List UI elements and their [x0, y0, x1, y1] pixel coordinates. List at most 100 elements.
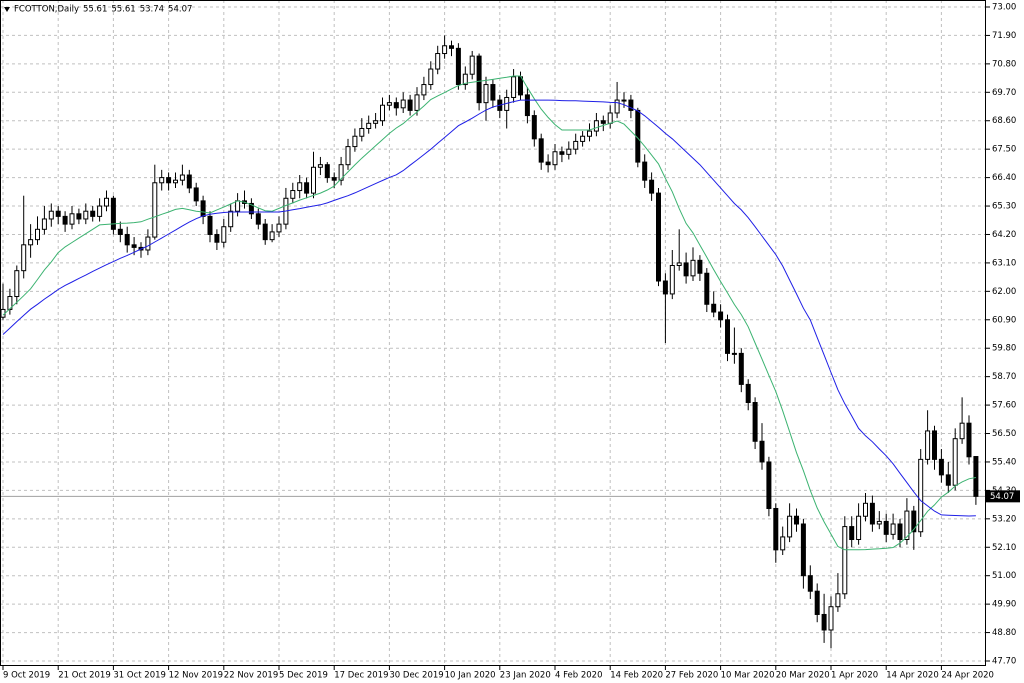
candle-body: [911, 510, 917, 533]
x-tick-label: 10 Jan 2020: [445, 671, 496, 681]
y-tick-label: 60.90: [992, 315, 1016, 325]
y-tick-label: 66.40: [992, 173, 1016, 183]
candle-body: [856, 515, 862, 541]
candle-body: [718, 311, 724, 321]
candle-body: [607, 112, 613, 124]
candle-body: [869, 502, 875, 525]
candle-body: [462, 73, 468, 86]
candle-body: [62, 215, 68, 225]
candle-body: [828, 606, 834, 631]
candle-body: [531, 115, 537, 140]
candle-body: [193, 187, 199, 202]
candle-body: [207, 215, 213, 235]
candle-body: [904, 510, 910, 541]
header-value: 55.61: [83, 5, 107, 15]
candle-body: [317, 164, 323, 168]
candle-body: [580, 135, 586, 142]
y-tick-label: 49.90: [992, 600, 1016, 610]
candle-body: [248, 202, 254, 215]
x-tick-label: 21 Oct 2019: [58, 671, 111, 681]
candle-body: [552, 151, 558, 166]
candle-body: [21, 244, 27, 272]
candle-body: [814, 590, 820, 615]
candle-body: [883, 520, 889, 535]
x-tick-label: 17 Dec 2019: [334, 671, 388, 681]
y-tick-label: 63.10: [992, 258, 1016, 268]
candle-body: [255, 213, 261, 225]
candle-body: [214, 233, 220, 243]
candle-body: [352, 135, 358, 148]
header-value: 55.61: [111, 5, 135, 15]
candle-body: [545, 161, 551, 166]
candle-body: [55, 210, 61, 217]
candle-body: [414, 94, 420, 111]
y-tick-label: 65.30: [992, 202, 1016, 212]
y-tick-label: 70.80: [992, 59, 1016, 69]
candle-body: [614, 99, 620, 114]
candle-body: [386, 102, 392, 106]
candle-body: [14, 270, 20, 298]
candle-body: [442, 45, 448, 55]
candle-body: [331, 177, 337, 181]
candle-body: [393, 102, 399, 109]
candle-body: [104, 197, 109, 207]
candle-body: [731, 352, 737, 355]
axes: 73.00 71.90 70.80 69.70 68.60 67.50 66.40 65.30…: [2, 3, 1020, 681]
candle-body: [262, 223, 268, 241]
candle-body: [359, 127, 365, 137]
candle-body: [304, 182, 310, 194]
candle-body: [90, 210, 96, 217]
x-tick-label: 27 Feb 2020: [665, 671, 718, 681]
candle-body: [373, 120, 379, 124]
x-tick-label: 9 Oct 2019: [3, 671, 50, 681]
y-tick-label: 48.80: [992, 628, 1016, 638]
x-tick-label: 14 Feb 2020: [610, 671, 663, 681]
candle-body: [228, 210, 234, 228]
candle-body: [807, 575, 813, 592]
candle-body: [835, 593, 841, 608]
candle-body: [842, 526, 848, 595]
candle-body: [711, 303, 717, 313]
menu-triangle: [4, 7, 10, 12]
marks: [0, 35, 979, 649]
x-tick-label: 31 Oct 2019: [113, 671, 166, 681]
y-tick-label: 53.20: [992, 514, 1016, 524]
candle-body: [421, 84, 427, 96]
y-tick-label: 51.00: [992, 571, 1016, 581]
candle-body: [69, 213, 75, 225]
candle-body: [538, 138, 544, 163]
candle-body: [200, 200, 206, 217]
y-tick-label: 57.60: [992, 401, 1016, 411]
y-tick-label: 69.70: [992, 88, 1016, 98]
y-tick-label: 55.40: [992, 457, 1016, 467]
candle-body: [621, 99, 627, 102]
candle-body: [7, 296, 13, 310]
candle-body: [683, 262, 689, 277]
candle-body: [876, 520, 882, 525]
x-tick-label: 4 Feb 2020: [555, 671, 603, 681]
candle-body: [587, 130, 592, 137]
candle-body: [35, 228, 40, 241]
candle-body: [649, 179, 655, 194]
y-tick-label: 47.70: [992, 657, 1016, 667]
candle-body: [863, 502, 868, 517]
candle-body: [676, 262, 682, 266]
candle-body: [311, 166, 316, 194]
candle-body: [897, 523, 903, 541]
candle-body: [745, 383, 751, 404]
candle-body: [518, 76, 523, 96]
candle-body: [662, 280, 668, 295]
candle-body: [918, 458, 924, 533]
candle-body: [959, 422, 965, 440]
candle-body: [173, 179, 178, 184]
candle-body: [773, 507, 779, 551]
candle-body: [124, 233, 130, 246]
candle-body: [455, 47, 461, 86]
candle-body: [690, 259, 696, 277]
candle-body: [725, 319, 730, 354]
candle-body: [152, 182, 158, 238]
candle-body: [469, 55, 475, 75]
candle-body: [186, 174, 192, 189]
candle-body: [166, 177, 172, 184]
candle-body: [117, 228, 123, 235]
